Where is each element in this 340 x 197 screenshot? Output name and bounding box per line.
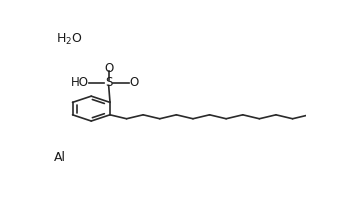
Text: O: O [104,62,113,75]
Text: Al: Al [54,151,66,164]
Text: O: O [129,76,138,89]
Text: H$_2$O: H$_2$O [55,32,82,47]
Text: HO: HO [71,76,89,89]
Text: S: S [105,76,112,89]
